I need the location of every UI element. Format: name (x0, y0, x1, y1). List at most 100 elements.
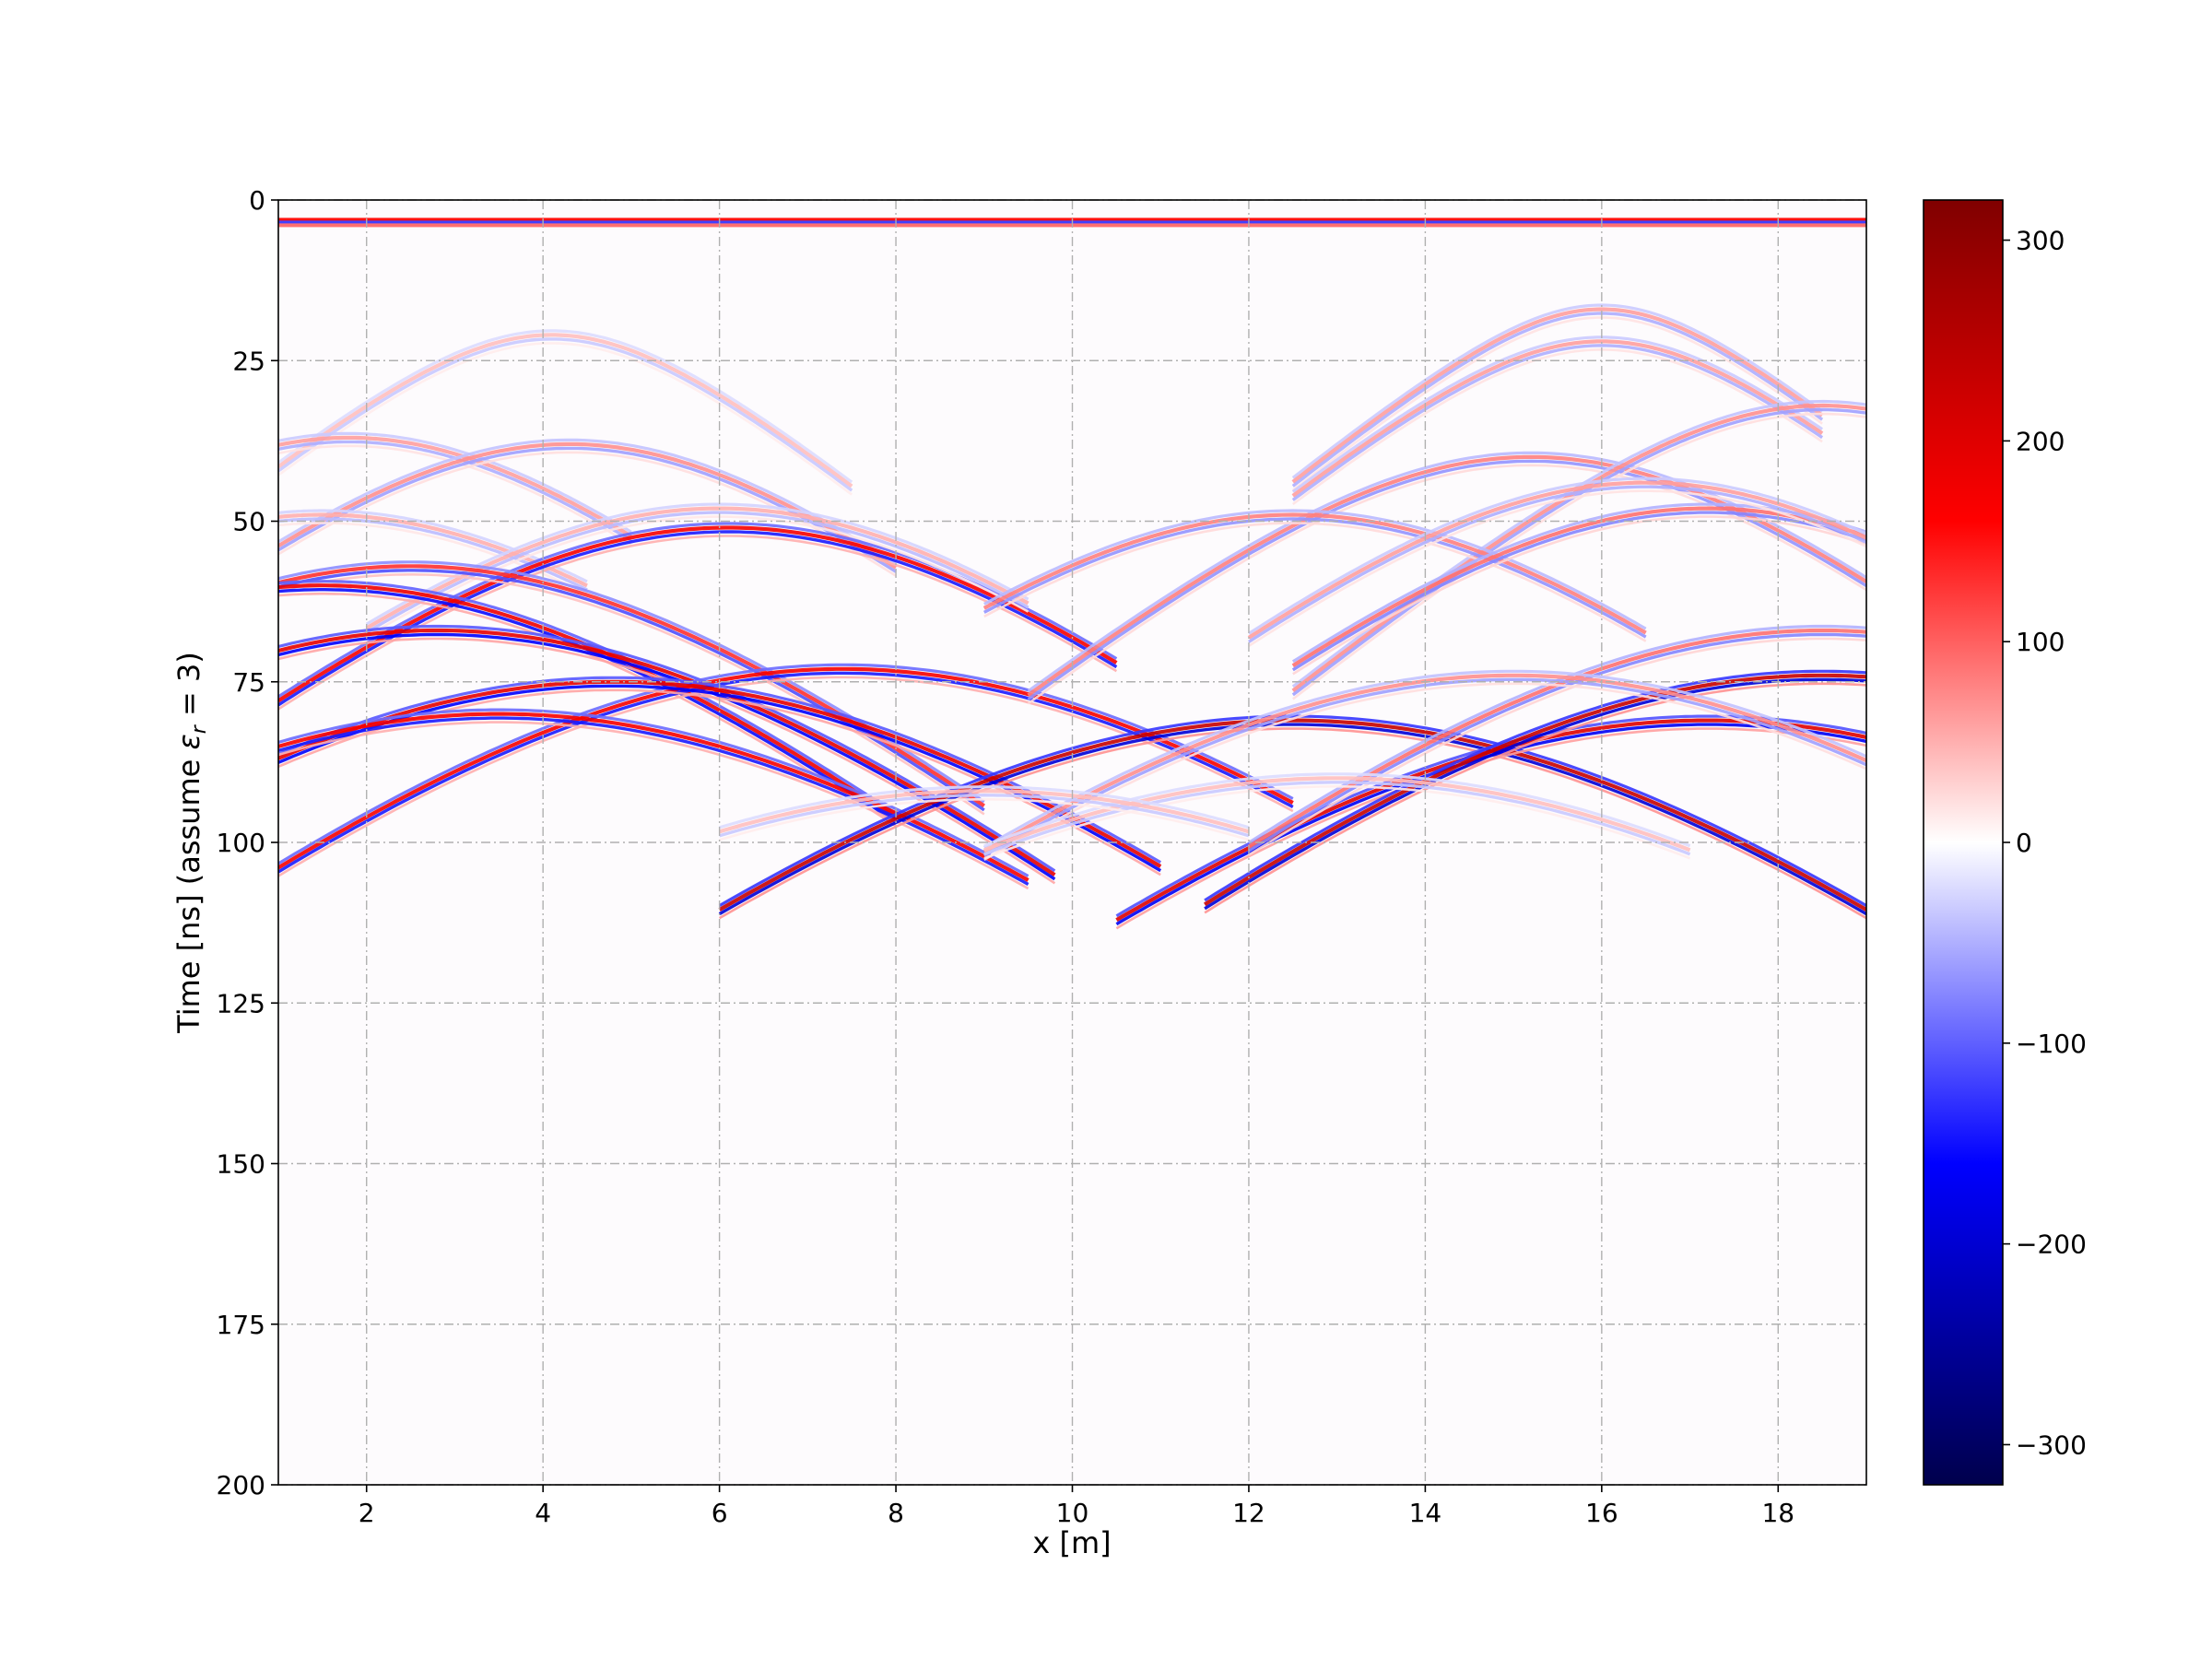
hyperbola-wavelet-stripe (278, 632, 1056, 881)
colorbar-ticks: 300 200 100 0 −100 −200 −300 (2003, 226, 2087, 1460)
x-tick-label: 10 (1056, 1498, 1089, 1528)
x-tick-label: 16 (1585, 1498, 1618, 1528)
hyperbola-wavelet-stripe (983, 522, 1647, 642)
x-tick-label: 6 (712, 1498, 728, 1528)
y-axis-label-symbol: ε (171, 734, 206, 749)
colorbar-tick-label: −300 (2016, 1430, 2087, 1460)
hyperbola-wavelet-stripe (1291, 506, 1866, 668)
hyperbola-wavelet-stripe (1204, 677, 1866, 911)
hyperbola-wavelet-stripe (278, 663, 1294, 865)
y-tick-label: 25 (232, 346, 265, 376)
hyperbola-wavelet-stripe (719, 797, 1250, 841)
hyperbola-wavelet-stripe (1291, 344, 1824, 501)
hyperbola-wavelet-stripe (1248, 637, 1866, 856)
y-tick-label: 0 (249, 185, 265, 216)
colorbar-tick-label: 300 (2016, 226, 2065, 256)
colorbar-tick-label: 100 (2016, 627, 2065, 657)
hyperbola-wavelet-stripe (1204, 669, 1866, 902)
hyperbola-wavelet-stripe (278, 671, 1294, 874)
hyperbola-wavelet-stripe (719, 793, 1250, 838)
colorbar-tick-label: −200 (2016, 1230, 2087, 1260)
hyperbola-wavelet-stripe (1291, 303, 1824, 479)
hyperbola-wavelet-stripe (1247, 632, 1866, 853)
hyperbola-reflection (719, 785, 1250, 841)
hyperbola-wavelet-stripe (1248, 489, 1866, 647)
colorbar-tick-label: −100 (2016, 1029, 2087, 1059)
y-tick-label: 150 (217, 1149, 265, 1180)
hyperbola-wavelet-stripe (1292, 515, 1866, 676)
hyperbola-wavelet-stripe (278, 573, 985, 816)
hyperbola-wavelet-stripe (983, 509, 1647, 630)
hyperbola-wavelet-stripe (718, 718, 1866, 912)
hyperbola-reflection (1203, 669, 1866, 914)
hyperbola-wavelet-stripe (278, 525, 1118, 703)
hyperbola-reflection (278, 329, 853, 496)
y-tick-label: 175 (217, 1310, 265, 1340)
hyperbola-wavelet-stripe (278, 441, 898, 570)
hyperbola-wavelet-stripe (1291, 312, 1824, 488)
y-axis-label: Time [ns] (assume εr = 3) (171, 652, 211, 1034)
hyperbola-wavelet-stripe (278, 431, 632, 534)
hyperbola-wavelet-stripe (719, 789, 1250, 834)
colorbar-tick-label: 200 (2016, 426, 2065, 456)
hyperbola-wavelet-stripe (983, 776, 1691, 853)
hyperbola-wavelet-stripe (718, 723, 1866, 916)
hyperbola-wavelet-stripe (1204, 682, 1866, 914)
hyperbola-wavelet-stripe (278, 337, 853, 492)
hyperbola-reflection (1291, 303, 1824, 491)
y-tick-label: 50 (232, 507, 265, 537)
hyperbola-reflection (982, 509, 1647, 642)
hyperbola-reflection (1247, 477, 1866, 647)
hyperbola-reflection (278, 431, 632, 546)
x-tick-label: 4 (535, 1498, 551, 1528)
y-tick-label: 100 (217, 828, 265, 858)
hyperbola-wavelet-stripe (278, 329, 853, 484)
hyperbola-wavelet-stripe (1291, 407, 1866, 697)
x-tick-label: 2 (359, 1498, 375, 1528)
hyperbola-reflection (278, 663, 1294, 877)
hyperbola-reflection (1291, 335, 1824, 506)
hyperbola-wavelet-stripe (1291, 307, 1824, 484)
hyperbola-wavelet-stripe (278, 624, 1056, 873)
hyperbola-wavelet-stripe (278, 342, 853, 496)
x-axis-label: x [m] (1032, 1525, 1111, 1560)
hyperbola-wavelet-stripe (1248, 477, 1866, 635)
hyperbola-wavelet-stripe (1292, 347, 1823, 506)
hyperbola-wavelet-stripe (718, 727, 1866, 920)
y-tick-label: 75 (232, 667, 265, 698)
hyperbola-wavelet-stripe (278, 435, 632, 538)
hyperbola-wavelet-stripe (278, 666, 1294, 870)
hyperbola-wavelet-stripe (1291, 339, 1824, 498)
hyperbola-wavelet-stripe (278, 509, 588, 583)
hyperbola-wavelet-stripe (719, 785, 1250, 830)
hyperbola-wavelet-stripe (278, 438, 897, 565)
colorbar-tick-label: 0 (2016, 828, 2032, 858)
plot-area (277, 199, 1867, 1486)
hyperbola-wavelet-stripe (1292, 412, 1866, 700)
hyperbola-wavelet-stripe (1027, 451, 1866, 693)
x-tick-label: 18 (1761, 1498, 1794, 1528)
hyperbola-wavelet-stripe (718, 714, 1866, 907)
hyperbola-wavelet-stripe (1247, 480, 1866, 640)
hyperbola-wavelet-stripe (278, 628, 1056, 877)
hyperbola-wavelet-stripe (1247, 485, 1866, 643)
x-tick-label: 14 (1409, 1498, 1442, 1528)
hyperbola-wavelet-stripe (983, 785, 1691, 860)
x-tick-label: 12 (1232, 1498, 1265, 1528)
y-axis-label-text: Time [ns] (assume (171, 750, 206, 1034)
hyperbola-wavelet-stripe (983, 517, 1647, 639)
radargram-image (278, 218, 1866, 930)
hyperbola-wavelet-stripe (278, 580, 897, 816)
x-tick-label: 8 (888, 1498, 904, 1528)
hyperbola-wavelet-stripe (1291, 511, 1866, 672)
hyperbola-wavelet-stripe (1292, 316, 1823, 491)
hyperbola-wavelet-stripe (983, 781, 1691, 856)
y-tick-label: 125 (217, 988, 265, 1018)
hyperbola-wavelet-stripe (1203, 673, 1866, 907)
hyperbola-wavelet-stripe (278, 676, 1294, 877)
hyperbola-wavelet-stripe (983, 669, 1866, 849)
hyperbola-wavelet-stripe (1291, 335, 1824, 493)
hyperbola-reflection (718, 714, 1866, 920)
colorbar: 300 200 100 0 −100 −200 −300 (1923, 199, 2087, 1486)
